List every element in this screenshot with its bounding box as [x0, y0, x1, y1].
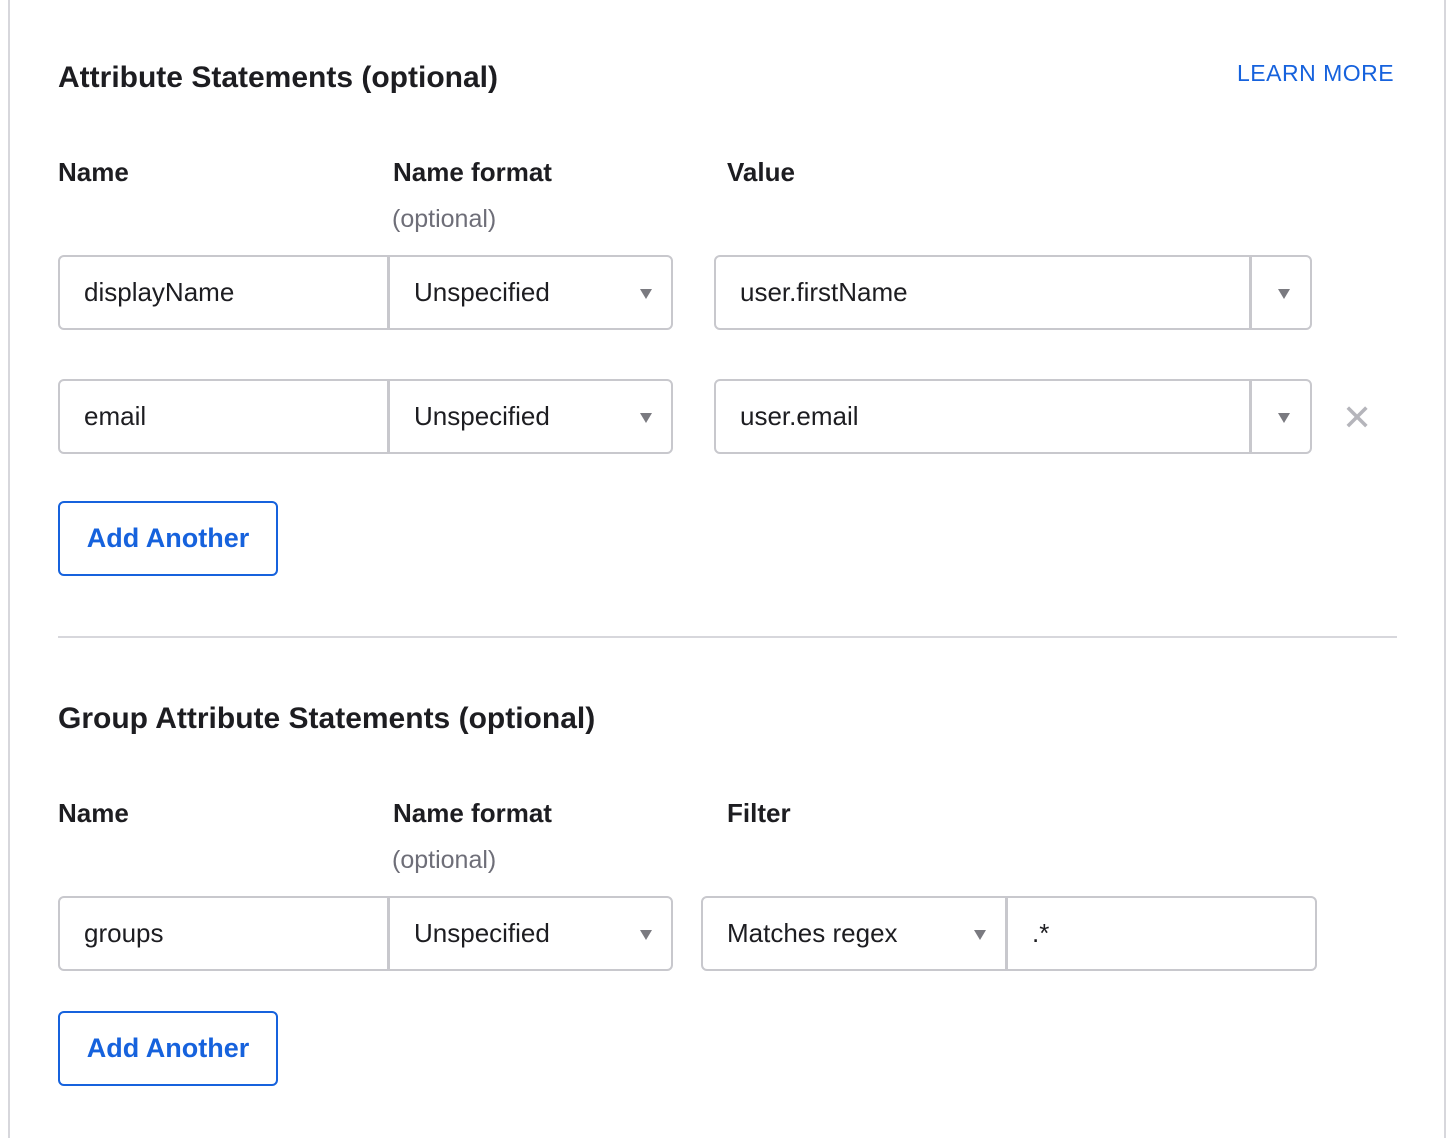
select-value: Unspecified: [414, 277, 550, 307]
section-title: Group Attribute Statements (optional): [58, 702, 596, 735]
learn-more-link[interactable]: LEARN MORE: [1237, 60, 1395, 86]
name-format-select[interactable]: Unspecified: [387, 379, 673, 454]
input-value: .*: [1032, 918, 1050, 948]
input-value: user.firstName: [740, 277, 908, 307]
filter-value-input[interactable]: .*: [1005, 896, 1317, 971]
caret-down-icon: [640, 930, 652, 940]
attribute-name-input[interactable]: email: [58, 379, 390, 454]
caret-down-icon[interactable]: [1278, 413, 1290, 423]
select-value: Unspecified: [414, 401, 550, 431]
input-value: displayName: [84, 277, 235, 307]
attribute-value-combobox[interactable]: user.email: [714, 379, 1312, 454]
close-icon[interactable]: ✕: [1342, 397, 1373, 438]
caret-down-icon[interactable]: [1278, 289, 1290, 299]
column-header-filter: Filter: [727, 798, 791, 828]
column-header-name: Name: [58, 157, 129, 187]
separator: [1249, 257, 1252, 328]
input-value: email: [84, 401, 147, 431]
input-value: groups: [84, 918, 164, 948]
group-name-input[interactable]: groups: [58, 896, 390, 971]
column-header-value: Value: [727, 157, 795, 187]
caret-down-icon: [640, 289, 652, 299]
separator: [1249, 381, 1252, 452]
optional-hint: (optional): [392, 846, 497, 874]
column-header-name: Name: [58, 798, 129, 828]
optional-hint: (optional): [392, 205, 497, 233]
select-value: Unspecified: [414, 918, 550, 948]
caret-down-icon: [974, 930, 986, 940]
column-header-name-format: Name format: [393, 157, 552, 187]
select-value: Matches regex: [727, 918, 898, 948]
section-title: Attribute Statements (optional): [58, 61, 498, 94]
attribute-value-combobox[interactable]: user.firstName: [714, 255, 1312, 330]
column-header-name-format: Name format: [393, 798, 552, 828]
attribute-name-input[interactable]: displayName: [58, 255, 390, 330]
section-divider: [58, 636, 1397, 638]
caret-down-icon: [640, 413, 652, 423]
add-another-attribute-button[interactable]: Add Another: [58, 501, 278, 576]
input-value: user.email: [740, 401, 859, 431]
name-format-select[interactable]: Unspecified: [387, 255, 673, 330]
filter-type-select[interactable]: Matches regex: [701, 896, 1008, 971]
panel-frame: [8, 0, 1446, 1138]
name-format-select[interactable]: Unspecified: [387, 896, 673, 971]
add-another-group-attribute-button[interactable]: Add Another: [58, 1011, 278, 1086]
